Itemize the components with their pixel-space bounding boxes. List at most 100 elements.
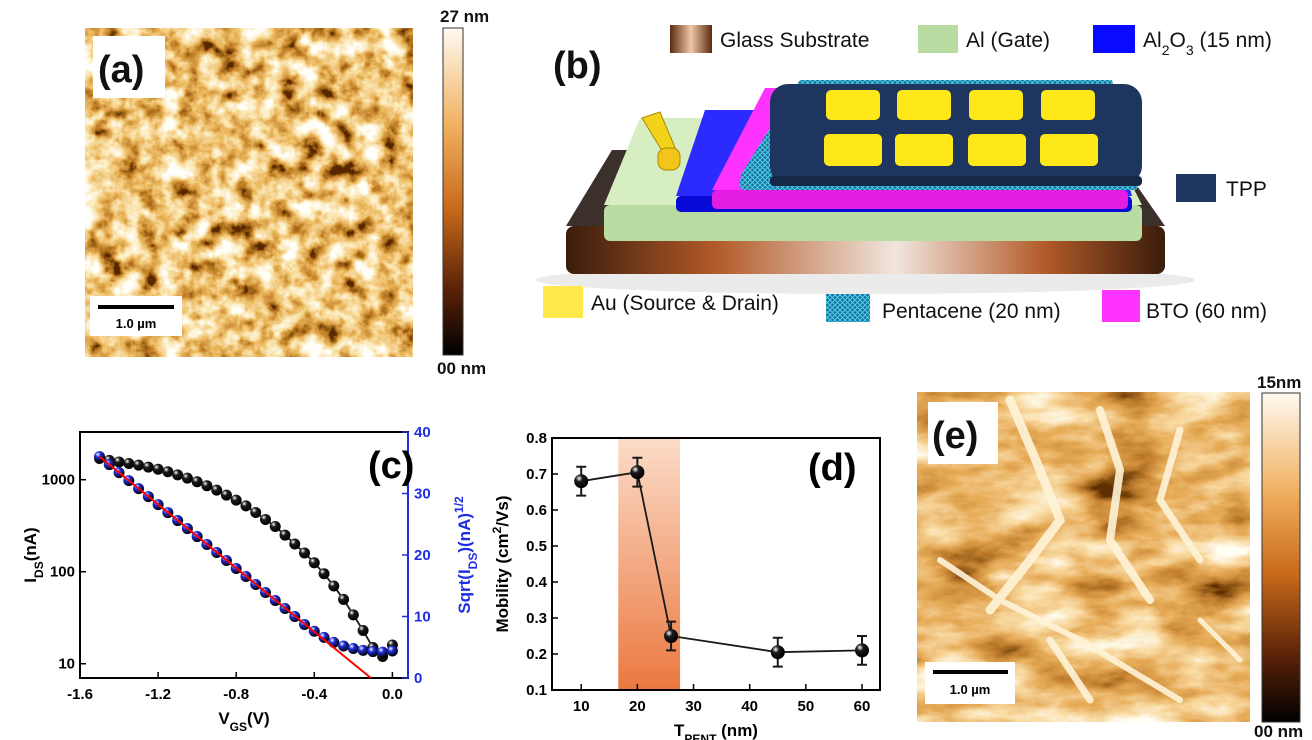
colorbar [442, 27, 464, 356]
y2-axis-label: Sqrt(IDS)(nA)1/2 [452, 496, 480, 614]
text-part: V [218, 709, 230, 728]
data-point [269, 521, 281, 533]
x-tick-label: -1.6 [67, 686, 93, 703]
text-part: PENT [684, 732, 717, 740]
colorbar-max: 27 nm [440, 7, 489, 26]
data-point [152, 463, 164, 475]
data-point [377, 646, 389, 658]
x-tick-label: 40 [741, 698, 758, 715]
data-point [250, 507, 262, 519]
panel-label: (d) [808, 447, 857, 489]
y-tick-label: 0.1 [526, 682, 547, 699]
y2-tick-label: 10 [414, 609, 431, 626]
legend-label: TPP [1226, 178, 1267, 201]
data-point [770, 645, 785, 660]
data-point [123, 458, 135, 470]
scale-box [90, 296, 182, 336]
colorbar-min: 00 nm [437, 359, 486, 378]
data-point [299, 547, 311, 559]
text-part: )(nA) [455, 513, 474, 553]
text-part: I [21, 578, 40, 583]
y2-tick-label: 20 [414, 547, 431, 564]
legend-key [1093, 25, 1135, 53]
legend-key [1176, 174, 1216, 202]
y2-tick-label: 40 [414, 424, 431, 441]
data-point [259, 513, 271, 525]
scale-label: 1.0 µm [116, 316, 157, 331]
x-tick-label: -1.2 [145, 686, 171, 703]
data-point [133, 459, 145, 471]
text-part: T [674, 721, 685, 740]
colorbar-max: 15nm [1257, 373, 1301, 392]
y-tick-label: 0.6 [526, 502, 547, 519]
afm-features [937, 395, 1243, 704]
y-tick-label: 0.3 [526, 610, 547, 627]
y-tick-label: 0.2 [526, 646, 547, 663]
legend-label: Pentacene (20 nm) [882, 300, 1061, 323]
panel-label: (e) [932, 415, 978, 457]
x-tick-label: 20 [629, 698, 646, 715]
data-point [357, 624, 369, 636]
text-part: 2 [1162, 42, 1170, 58]
x-tick-label: 10 [573, 698, 590, 715]
scale-label: 1.0 µm [950, 682, 991, 697]
data-point [289, 538, 301, 550]
data-point [630, 465, 645, 480]
text-part: (nm) [716, 721, 758, 740]
device-schematic [535, 80, 1195, 294]
data-point [338, 640, 350, 652]
legend-key [543, 286, 583, 318]
panel-label: (c) [368, 445, 414, 487]
data-point [386, 645, 398, 657]
data-point [279, 529, 291, 541]
y2-tick-label: 0 [414, 670, 422, 687]
data-point [211, 484, 223, 496]
text-part: (V) [247, 709, 270, 728]
panel-label: (b) [553, 45, 602, 87]
highlight-band [618, 438, 681, 690]
y-tick-label: 10 [58, 656, 75, 673]
y2-tick-label: 30 [414, 486, 431, 503]
x-axis-label: TPENT (nm) [674, 721, 758, 740]
x-tick-label: 30 [685, 698, 702, 715]
y-tick-label: 0.8 [526, 430, 547, 447]
x-tick-label: 60 [854, 698, 871, 715]
data-point [191, 476, 203, 488]
text-part: Mobility (cm [493, 533, 512, 632]
data-point [230, 494, 242, 506]
series-line [98, 455, 393, 654]
text-part: 1/2 [452, 496, 466, 513]
scale-box [925, 662, 1015, 704]
x-tick-label: 50 [798, 698, 815, 715]
y-tick-label: 100 [50, 564, 75, 581]
data-point [201, 480, 213, 492]
data-point [338, 593, 350, 605]
text-part: O [1169, 29, 1185, 52]
label-box [928, 402, 998, 464]
label-box [93, 36, 165, 98]
legend-key [826, 294, 870, 322]
data-point [220, 489, 232, 501]
data-point [142, 461, 154, 473]
y-tick-label: 0.5 [526, 538, 547, 555]
data-point [318, 568, 330, 580]
legend-label: Au (Source & Drain) [591, 292, 779, 315]
data-point [113, 456, 125, 468]
text-part: (nA) [21, 527, 40, 561]
data-point [318, 631, 330, 643]
legend-label: Glass Substrate [720, 29, 869, 52]
data-point [308, 557, 320, 569]
x-axis-label: VGS(V) [218, 709, 269, 734]
series-line [98, 455, 372, 679]
legend-label: Al (Gate) [966, 29, 1050, 52]
data-point [328, 580, 340, 592]
text-part: (15 nm) [1194, 29, 1272, 52]
y-tick-label: 1000 [42, 472, 75, 489]
legend-label: Al2O3 (15 nm) [1143, 29, 1272, 58]
data-point [664, 629, 679, 643]
text-part: 2 [490, 526, 504, 533]
data-point [162, 466, 174, 478]
data-point [172, 469, 184, 481]
data-point [347, 642, 359, 654]
text-part: /Vs) [493, 495, 512, 526]
